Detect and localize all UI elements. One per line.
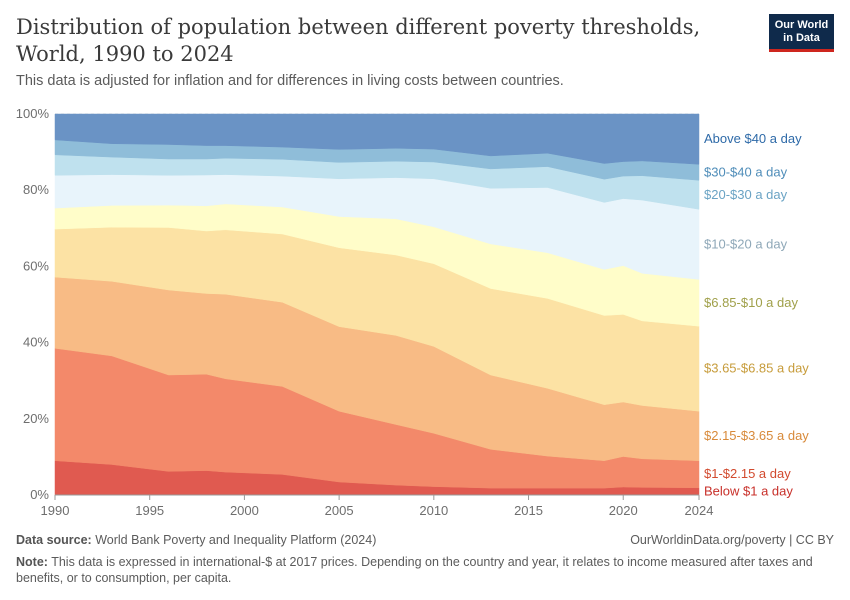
x-axis: 1990 1995 2000 2005 2010 2015 2020 2024 <box>41 494 714 518</box>
x-tick-label: 1995 <box>135 503 164 518</box>
logo-line-2: in Data <box>783 32 820 44</box>
data-source: Data source: World Bank Poverty and Ineq… <box>16 533 376 547</box>
y-tick-label: 40% <box>23 335 49 350</box>
y-tick-label: 20% <box>23 411 49 426</box>
legend-label-below-1-a-day[interactable]: Below $1 a day <box>704 483 793 498</box>
y-axis: 0% 20% 40% 60% 80% 100% <box>16 106 50 502</box>
note-label: Note: <box>16 555 48 569</box>
y-tick-label: 0% <box>30 487 49 502</box>
area-above-40-a-day[interactable] <box>54 113 700 165</box>
legend-label-2-15-3-65-a-day[interactable]: $2.15-$3.65 a day <box>704 428 809 443</box>
chart-title: Distribution of population between diffe… <box>16 15 701 66</box>
legend: Below $1 a day $1-$2.15 a day $2.15-$3.65 … <box>704 131 809 498</box>
note: Note: This data is expressed in internat… <box>16 554 816 586</box>
legend-label-above-40-a-day[interactable]: Above $40 a day <box>704 131 802 146</box>
x-tick-label: 2010 <box>419 503 448 518</box>
legend-label-20-30-a-day[interactable]: $20-$30 a day <box>704 187 788 202</box>
chart-subtitle: This data is adjusted for inflation and … <box>16 73 564 89</box>
y-tick-label: 60% <box>23 258 49 273</box>
x-tick-label: 2015 <box>514 503 543 518</box>
x-tick-label: 1990 <box>41 503 70 518</box>
footer-link[interactable]: OurWorldinData.org/poverty | CC BY <box>630 533 834 547</box>
legend-label-1-2-15-a-day[interactable]: $1-$2.15 a day <box>704 466 791 481</box>
legend-label-10-20-a-day[interactable]: $10-$20 a day <box>704 236 788 251</box>
x-tick-label: 2020 <box>609 503 638 518</box>
note-text: This data is expressed in international-… <box>16 555 813 585</box>
x-tick-label: 2024 <box>685 503 714 518</box>
legend-label-6-85-10-a-day[interactable]: $6.85-$10 a day <box>704 295 798 310</box>
x-tick-label: 2000 <box>230 503 259 518</box>
legend-label-3-65-6-85-a-day[interactable]: $3.65-$6.85 a day <box>704 361 809 376</box>
legend-label-30-40-a-day[interactable]: $30-$40 a day <box>704 164 788 179</box>
source-label: Data source: <box>16 533 92 547</box>
y-tick-label: 100% <box>16 106 50 121</box>
area-series <box>54 113 700 496</box>
owid-logo[interactable]: Our World in Data <box>769 14 834 52</box>
source-text[interactable]: World Bank Poverty and Inequality Platfo… <box>95 533 377 547</box>
y-tick-label: 80% <box>23 182 49 197</box>
logo-line-1: Our World <box>774 19 829 31</box>
x-tick-label: 2005 <box>325 503 354 518</box>
